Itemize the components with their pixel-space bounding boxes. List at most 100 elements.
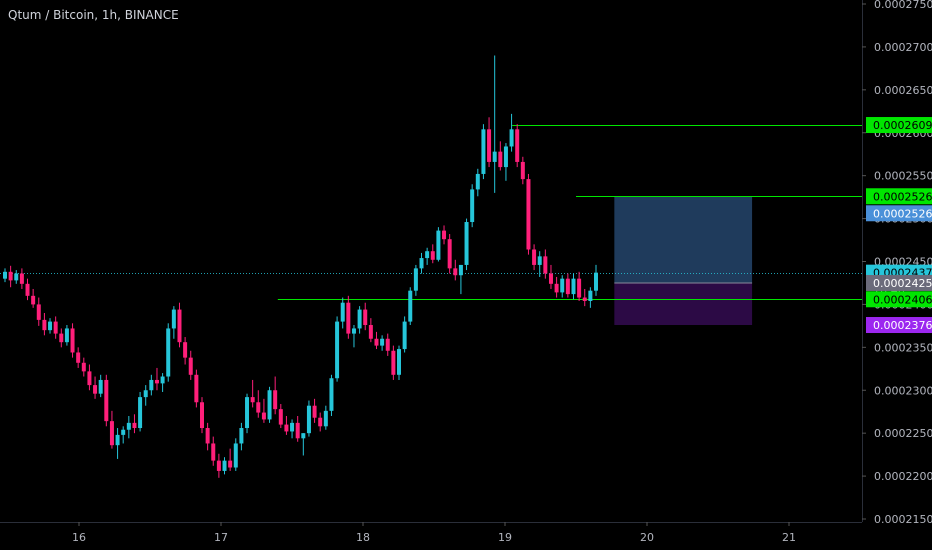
position-profit-zone — [614, 196, 753, 283]
candle-body — [48, 321, 53, 331]
candle-body — [267, 390, 272, 420]
candle-body — [419, 258, 424, 269]
candle-body — [391, 350, 396, 375]
candle-body — [98, 379, 103, 394]
candle-body — [87, 371, 92, 386]
y-tick-label: 0.0002350 — [874, 341, 932, 354]
candle-body — [413, 268, 418, 291]
candle-body — [582, 297, 587, 301]
price-label-box — [866, 205, 932, 222]
candle-body — [470, 189, 475, 223]
candle-body — [76, 352, 81, 363]
price-label-text: 0.0002376 — [873, 319, 932, 332]
candle-body — [273, 390, 278, 410]
x-tick-label: 20 — [640, 531, 654, 544]
candle-body — [565, 278, 570, 295]
candle-body — [442, 230, 447, 240]
candle-body — [380, 338, 385, 346]
candle-body — [183, 342, 188, 358]
candle-body — [548, 273, 553, 284]
y-tick-label: 0.0002300 — [874, 384, 932, 397]
y-tick-label: 0.0002250 — [874, 427, 932, 440]
candle-body — [408, 290, 413, 322]
candle-body — [402, 321, 407, 350]
y-tick-label: 0.0002200 — [874, 470, 932, 483]
candle-body — [447, 239, 452, 269]
candle-body — [3, 271, 7, 279]
price-label-box — [866, 274, 932, 291]
candle-body — [503, 146, 508, 168]
price-label-text: 0.0002425 — [873, 277, 932, 290]
candle-body — [301, 433, 306, 439]
candle-body — [397, 349, 401, 375]
candle-body — [329, 378, 334, 411]
candle-body — [261, 412, 266, 420]
price-label-text: 0.0002609 — [873, 119, 932, 132]
candle-body — [537, 256, 542, 265]
price-label-box — [866, 317, 932, 334]
candle-body — [166, 328, 171, 377]
candle-body — [475, 173, 480, 190]
candle-body — [216, 460, 221, 471]
candle-body — [222, 460, 227, 471]
candle-body — [228, 460, 233, 468]
candle-body — [318, 417, 323, 427]
candle-body — [121, 429, 126, 435]
candle-body — [481, 129, 486, 174]
candle-body — [430, 251, 435, 260]
candle-body — [335, 321, 340, 379]
candle-body — [126, 422, 131, 430]
candle-body — [115, 434, 120, 446]
x-tick-label: 17 — [214, 531, 228, 544]
candle-body — [177, 309, 182, 343]
candle-body — [323, 410, 328, 427]
candle-body — [363, 309, 368, 326]
candle-body — [59, 333, 64, 343]
candle-body — [492, 151, 497, 162]
position-loss-zone — [614, 282, 753, 326]
candle-body — [93, 385, 98, 394]
candle-body — [453, 268, 458, 276]
y-tick-label: 0.0002700 — [874, 41, 932, 54]
candle-body — [211, 443, 216, 461]
y-tick-label: 0.0002650 — [874, 84, 932, 97]
candle-body — [577, 278, 582, 298]
candle-body — [239, 428, 244, 444]
y-tick-label: 0.0002750 — [874, 0, 932, 11]
candle-body — [385, 338, 390, 351]
candle-body — [256, 402, 261, 413]
candle-body — [306, 405, 311, 434]
candle-body — [31, 295, 36, 305]
x-tick-label: 21 — [782, 531, 796, 544]
candle-body — [138, 397, 143, 429]
candle-body — [374, 338, 379, 346]
candle-body — [290, 422, 295, 432]
candle-body — [81, 362, 86, 372]
x-tick-label: 16 — [72, 531, 86, 544]
candle-body — [233, 443, 238, 468]
candle-body — [554, 283, 559, 293]
candle-body — [8, 271, 13, 281]
candle-body — [560, 278, 565, 293]
y-tick-label: 0.0002150 — [874, 513, 932, 526]
candle-body — [42, 319, 47, 331]
candle-body — [53, 321, 58, 334]
price-label-text: 0.0002526 — [873, 207, 932, 220]
candle-body — [109, 421, 114, 446]
candle-body — [520, 161, 525, 180]
candle-body — [515, 129, 520, 162]
chart-title: Qtum / Bitcoin, 1h, BINANCE — [8, 8, 179, 22]
candle-body — [312, 405, 317, 418]
price-label-text: 0.0002406 — [873, 293, 932, 306]
candle-body — [25, 283, 30, 296]
price-label-box — [866, 188, 932, 205]
candle-body — [104, 379, 109, 422]
candle-body — [340, 302, 345, 322]
candle-body — [278, 409, 283, 425]
candle-body — [205, 428, 210, 444]
candle-body — [200, 402, 204, 429]
candle-body — [36, 304, 41, 320]
price-label-text: 0.0002526 — [873, 190, 932, 203]
y-tick-label: 0.0002550 — [874, 170, 932, 183]
